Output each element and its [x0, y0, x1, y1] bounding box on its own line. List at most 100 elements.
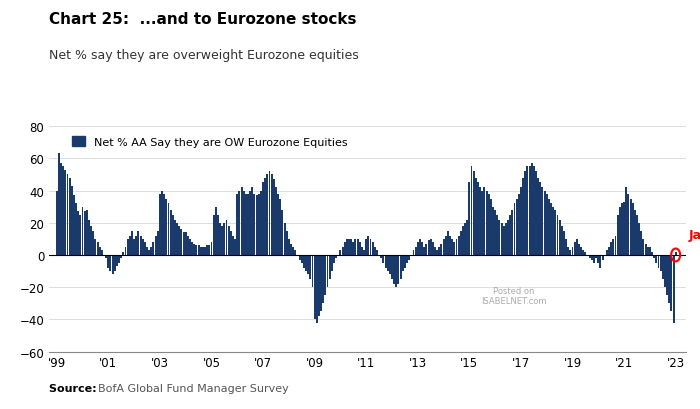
- Bar: [625, 188, 627, 255]
- Bar: [273, 180, 275, 255]
- Bar: [84, 212, 85, 255]
- Bar: [542, 188, 543, 255]
- Bar: [178, 227, 180, 255]
- Bar: [299, 255, 300, 260]
- Bar: [159, 194, 161, 255]
- Bar: [253, 194, 256, 255]
- Bar: [503, 227, 505, 255]
- Bar: [408, 255, 410, 260]
- Bar: [526, 167, 528, 255]
- Bar: [167, 204, 169, 255]
- Bar: [500, 223, 503, 255]
- Bar: [94, 239, 97, 255]
- Bar: [209, 246, 210, 255]
- Bar: [602, 255, 603, 260]
- Bar: [357, 239, 358, 255]
- Bar: [318, 255, 320, 317]
- Bar: [608, 247, 610, 255]
- Bar: [260, 191, 262, 255]
- Text: Chart 25:  ...and to Eurozone stocks: Chart 25: ...and to Eurozone stocks: [49, 12, 356, 27]
- Bar: [649, 247, 651, 255]
- Bar: [247, 194, 249, 255]
- Bar: [518, 194, 520, 255]
- Bar: [599, 255, 601, 268]
- Text: Net % say they are overweight Eurozone equities: Net % say they are overweight Eurozone e…: [49, 49, 358, 62]
- Bar: [552, 207, 554, 255]
- Bar: [66, 175, 69, 255]
- Bar: [421, 243, 423, 255]
- Bar: [202, 247, 204, 255]
- Bar: [350, 239, 352, 255]
- Bar: [449, 236, 451, 255]
- Bar: [424, 247, 425, 255]
- Bar: [131, 231, 133, 255]
- Bar: [406, 255, 408, 263]
- Bar: [655, 255, 657, 263]
- Bar: [230, 231, 232, 255]
- Bar: [617, 215, 619, 255]
- Bar: [647, 247, 649, 255]
- Bar: [288, 239, 290, 255]
- Bar: [584, 252, 587, 255]
- Bar: [666, 255, 668, 295]
- Bar: [645, 244, 647, 255]
- Bar: [365, 239, 368, 255]
- Bar: [507, 220, 509, 255]
- Bar: [161, 191, 163, 255]
- Bar: [640, 231, 643, 255]
- Bar: [333, 255, 335, 263]
- Bar: [380, 255, 382, 258]
- Bar: [312, 255, 314, 288]
- Bar: [464, 223, 466, 255]
- Bar: [363, 250, 365, 255]
- Bar: [531, 164, 533, 255]
- Bar: [612, 239, 615, 255]
- Bar: [550, 204, 552, 255]
- Bar: [576, 239, 578, 255]
- Bar: [432, 243, 434, 255]
- Bar: [292, 247, 294, 255]
- Bar: [183, 233, 185, 255]
- Bar: [60, 164, 62, 255]
- Bar: [619, 207, 621, 255]
- Bar: [56, 191, 57, 255]
- Bar: [99, 247, 101, 255]
- Bar: [155, 236, 157, 255]
- Bar: [348, 239, 350, 255]
- Bar: [331, 255, 332, 272]
- Bar: [610, 243, 612, 255]
- Bar: [185, 233, 187, 255]
- Bar: [398, 255, 400, 284]
- Legend: Net % AA Say they are OW Eurozone Equities: Net % AA Say they are OW Eurozone Equiti…: [67, 133, 352, 152]
- Bar: [116, 255, 118, 267]
- Bar: [118, 255, 120, 263]
- Bar: [354, 239, 356, 255]
- Bar: [659, 255, 662, 272]
- Bar: [97, 243, 99, 255]
- Bar: [206, 246, 208, 255]
- Bar: [468, 183, 470, 255]
- Bar: [548, 199, 550, 255]
- Bar: [301, 255, 302, 263]
- Bar: [82, 207, 83, 255]
- Bar: [314, 255, 316, 319]
- Bar: [627, 194, 629, 255]
- Bar: [482, 191, 483, 255]
- Bar: [475, 178, 477, 255]
- Bar: [109, 255, 111, 272]
- Bar: [572, 247, 573, 255]
- Bar: [88, 220, 90, 255]
- Bar: [112, 255, 113, 274]
- Bar: [127, 239, 129, 255]
- Bar: [307, 255, 309, 274]
- Bar: [239, 191, 240, 255]
- Bar: [514, 204, 515, 255]
- Bar: [430, 239, 432, 255]
- Bar: [135, 236, 137, 255]
- Bar: [634, 210, 636, 255]
- Bar: [264, 178, 266, 255]
- Bar: [133, 239, 135, 255]
- Bar: [631, 204, 634, 255]
- Bar: [144, 243, 146, 255]
- Bar: [75, 204, 77, 255]
